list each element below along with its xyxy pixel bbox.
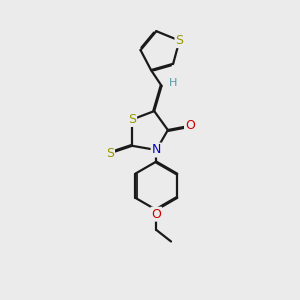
Text: S: S xyxy=(176,34,183,47)
Text: N: N xyxy=(152,143,161,157)
Text: S: S xyxy=(106,147,114,160)
Text: S: S xyxy=(128,113,136,126)
Text: O: O xyxy=(152,208,161,220)
Text: H: H xyxy=(169,78,177,88)
Text: O: O xyxy=(185,119,195,132)
